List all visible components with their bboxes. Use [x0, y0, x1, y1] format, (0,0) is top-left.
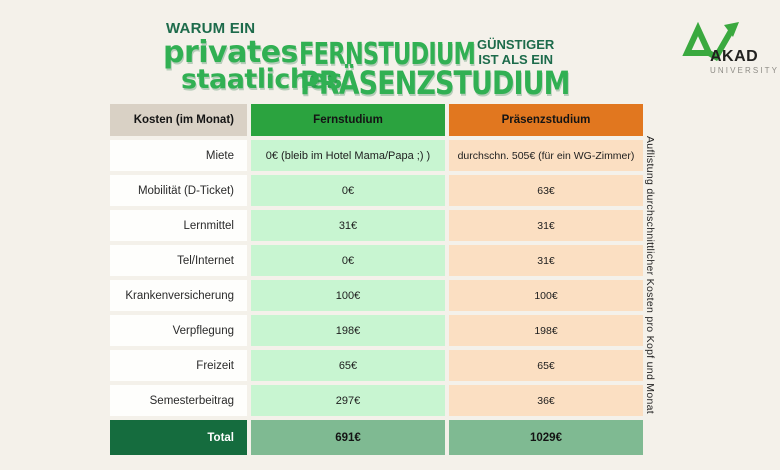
fernstudium-value: 65€ [251, 350, 445, 381]
logo-subtitle: UNIVERSITY [710, 66, 780, 75]
praesenzstudium-value: durchschn. 505€ (für ein WG-Zimmer) [449, 140, 643, 171]
fernstudium-value: 198€ [251, 315, 445, 346]
fernstudium-value: 0€ [251, 175, 445, 206]
title-word-privates: privates [163, 35, 298, 70]
row-label-miete: Miete [110, 140, 247, 171]
row-label-lernmittel: Lernmittel [110, 210, 247, 241]
row-label-tel-internet: Tel/Internet [110, 245, 247, 276]
fernstudium-value: 100€ [251, 280, 445, 311]
akad-arrow-icon [682, 22, 739, 62]
total-row-label: Total [110, 420, 247, 455]
cost-comparison-table: Kosten (im Monat) Fernstudium Präsenzstu… [110, 104, 643, 455]
praesenzstudium-value: 31€ [449, 245, 643, 276]
side-note-vertical: Auflistung durchschnittlicher Kosten pro… [644, 136, 656, 414]
row-label-semesterbeitrag: Semesterbeitrag [110, 385, 247, 416]
title-kicker: WARUM EIN [166, 20, 256, 37]
col-header-fernstudium: Fernstudium [251, 104, 445, 136]
title-word-praesenzstudium: PRÄSENZSTUDIUM [300, 64, 570, 102]
praesenzstudium-value: 63€ [449, 175, 643, 206]
row-label-krankenversicherung: Krankenversicherung [110, 280, 247, 311]
logo-name: AKAD [710, 48, 759, 65]
fernstudium-value: 0€ (bleib im Hotel Mama/Papa ;) ) [251, 140, 445, 171]
col-header-praesenzstudium: Präsenzstudium [449, 104, 643, 136]
title-comparison-line1: GÜNSTIGER [477, 37, 555, 52]
praesenzstudium-value: 100€ [449, 280, 643, 311]
title-word-fernstudium: FERNSTUDIUM [299, 37, 476, 72]
praesenzstudium-value: 65€ [449, 350, 643, 381]
col-header-kosten: Kosten (im Monat) [110, 104, 247, 136]
praesenzstudium-value: 198€ [449, 315, 643, 346]
row-label-freizeit: Freizeit [110, 350, 247, 381]
fernstudium-value: 0€ [251, 245, 445, 276]
fernstudium-value: 297€ [251, 385, 445, 416]
praesenzstudium-value: 36€ [449, 385, 643, 416]
title-comparison-line2: IST ALS EIN [478, 51, 553, 67]
akad-logo: AKAD UNIVERSITY [682, 22, 778, 80]
praesenzstudium-value: 31€ [449, 210, 643, 241]
title-word-staatliches: staatliches [181, 64, 342, 95]
fernstudium-value: 31€ [251, 210, 445, 241]
total-praesenzstudium-value: 1029€ [449, 420, 643, 455]
row-label-verpflegung: Verpflegung [110, 315, 247, 346]
total-fernstudium-value: 691€ [251, 420, 445, 455]
row-label-mobilitaet: Mobilität (D-Ticket) [110, 175, 247, 206]
title-comparison-text: GÜNSTIGER IST ALS EIN [477, 37, 555, 67]
